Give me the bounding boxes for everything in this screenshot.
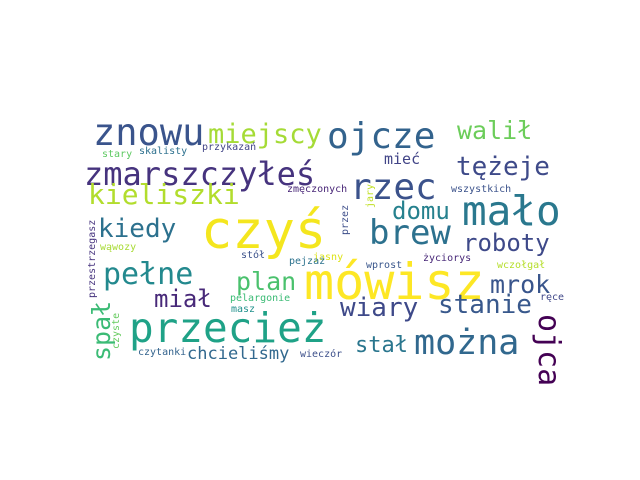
word-ojca: ojca [531,314,566,386]
word-wawozy: wąwozy [100,242,136,253]
word-rece: ręce [540,292,564,303]
word-zmeczonych: zmęczonych [287,184,347,195]
word-brew: brew [369,213,451,253]
word-ojcze: ojcze [327,116,435,157]
word-wczolgal: wczołgał [497,260,545,271]
word-rzec: rzec [350,167,437,208]
word-zyciorys: życiorys [423,253,471,264]
word-stary: stary [102,149,132,160]
word-jasny: jasny [313,252,343,263]
word-czys: czyś [201,201,326,261]
word-plan: plan [236,267,296,296]
word-kieliszki: kieliszki [88,178,240,211]
word-przestrzegasz: przestrzegasz [87,220,98,298]
word-mozna: można [414,323,519,363]
word-stanie: stanie [438,290,532,320]
word-jary: jary [365,184,376,208]
word-pejzaz: pejzaż [289,256,325,267]
word-miejscy: miejscy [208,119,322,150]
word-przez: przez [340,205,351,235]
word-wszystkich: wszystkich [451,184,511,195]
word-skalisty: skalisty [139,146,187,157]
word-przykazan: przykazań [202,141,256,153]
word-miec: mieć [384,150,420,168]
word-mowisz: mówisz [304,253,485,311]
word-masz: masz [231,304,255,315]
word-mial: miał [154,285,212,313]
word-czyste: czyste [111,313,122,349]
word-czytanki: czytanki [138,347,186,358]
word-spal: spał [87,301,116,361]
word-mrok: mrok [490,270,550,299]
word-chcielismy: chcieliśmy [187,344,289,364]
word-domu: domu [392,197,450,225]
word-wieczor: wieczór [300,348,342,360]
word-wiary: wiary [340,293,418,323]
word-pelargonie: pelargonie [230,293,290,304]
word-walil: walił [457,116,532,145]
word-znowu: znowu [93,111,204,154]
word-zmarszczyles: zmarszczyłeś [84,155,315,193]
word-stal: stał [355,333,408,358]
word-kiedy: kiedy [98,214,176,244]
word-stol: stół [241,249,265,261]
word-przeciez: przecież [129,304,326,352]
word-malo: mało [462,187,561,235]
word-wprost: wprost [366,260,402,271]
word-tezeje: tężeje [456,152,550,182]
word-roboty: roboty [463,229,550,257]
word-pelne: pełne [103,257,193,292]
